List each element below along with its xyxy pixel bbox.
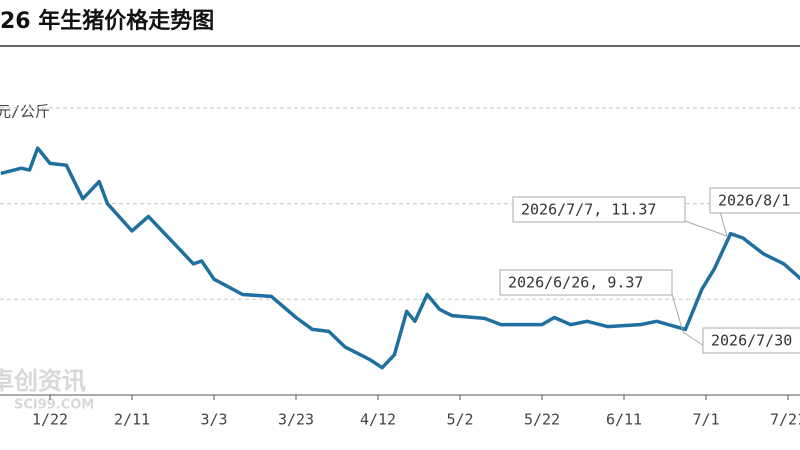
x-tick-label: 3/3 [200,411,227,429]
leader-line [671,293,684,333]
x-tick-label: 5/2 [446,411,473,429]
watermark: 卓创资讯 [0,367,86,395]
annotation: 2026/7/7, 11.37 [521,201,656,219]
x-tick-label: 4/12 [360,411,396,429]
watermark: SCI99.COM [14,398,94,413]
x-tick-label: 7/1 [692,411,719,429]
annotation-box [702,327,800,354]
annotation: 2026/8/1 [718,192,790,210]
annotation-box [499,269,673,296]
x-tick-label: 7/21 [770,411,800,429]
leader-line [719,211,728,237]
y-axis-label: 元/公斤 [0,103,50,121]
x-tick-label: 3/23 [278,411,314,429]
chart-title: 26 年生猪价格走势图 [0,8,214,34]
annotation: 2026/7/30 [711,332,792,350]
annotation-box [512,196,686,223]
x-tick-label: 5/22 [524,411,560,429]
x-tick-label: 6/11 [606,411,642,429]
x-tick-label: 1/22 [32,411,68,429]
price-line [0,146,800,370]
x-tick-label: 2/11 [114,411,150,429]
annotation-box [709,187,800,214]
annotation: 2026/6/26, 9.37 [508,274,643,292]
leader-line [684,220,728,237]
